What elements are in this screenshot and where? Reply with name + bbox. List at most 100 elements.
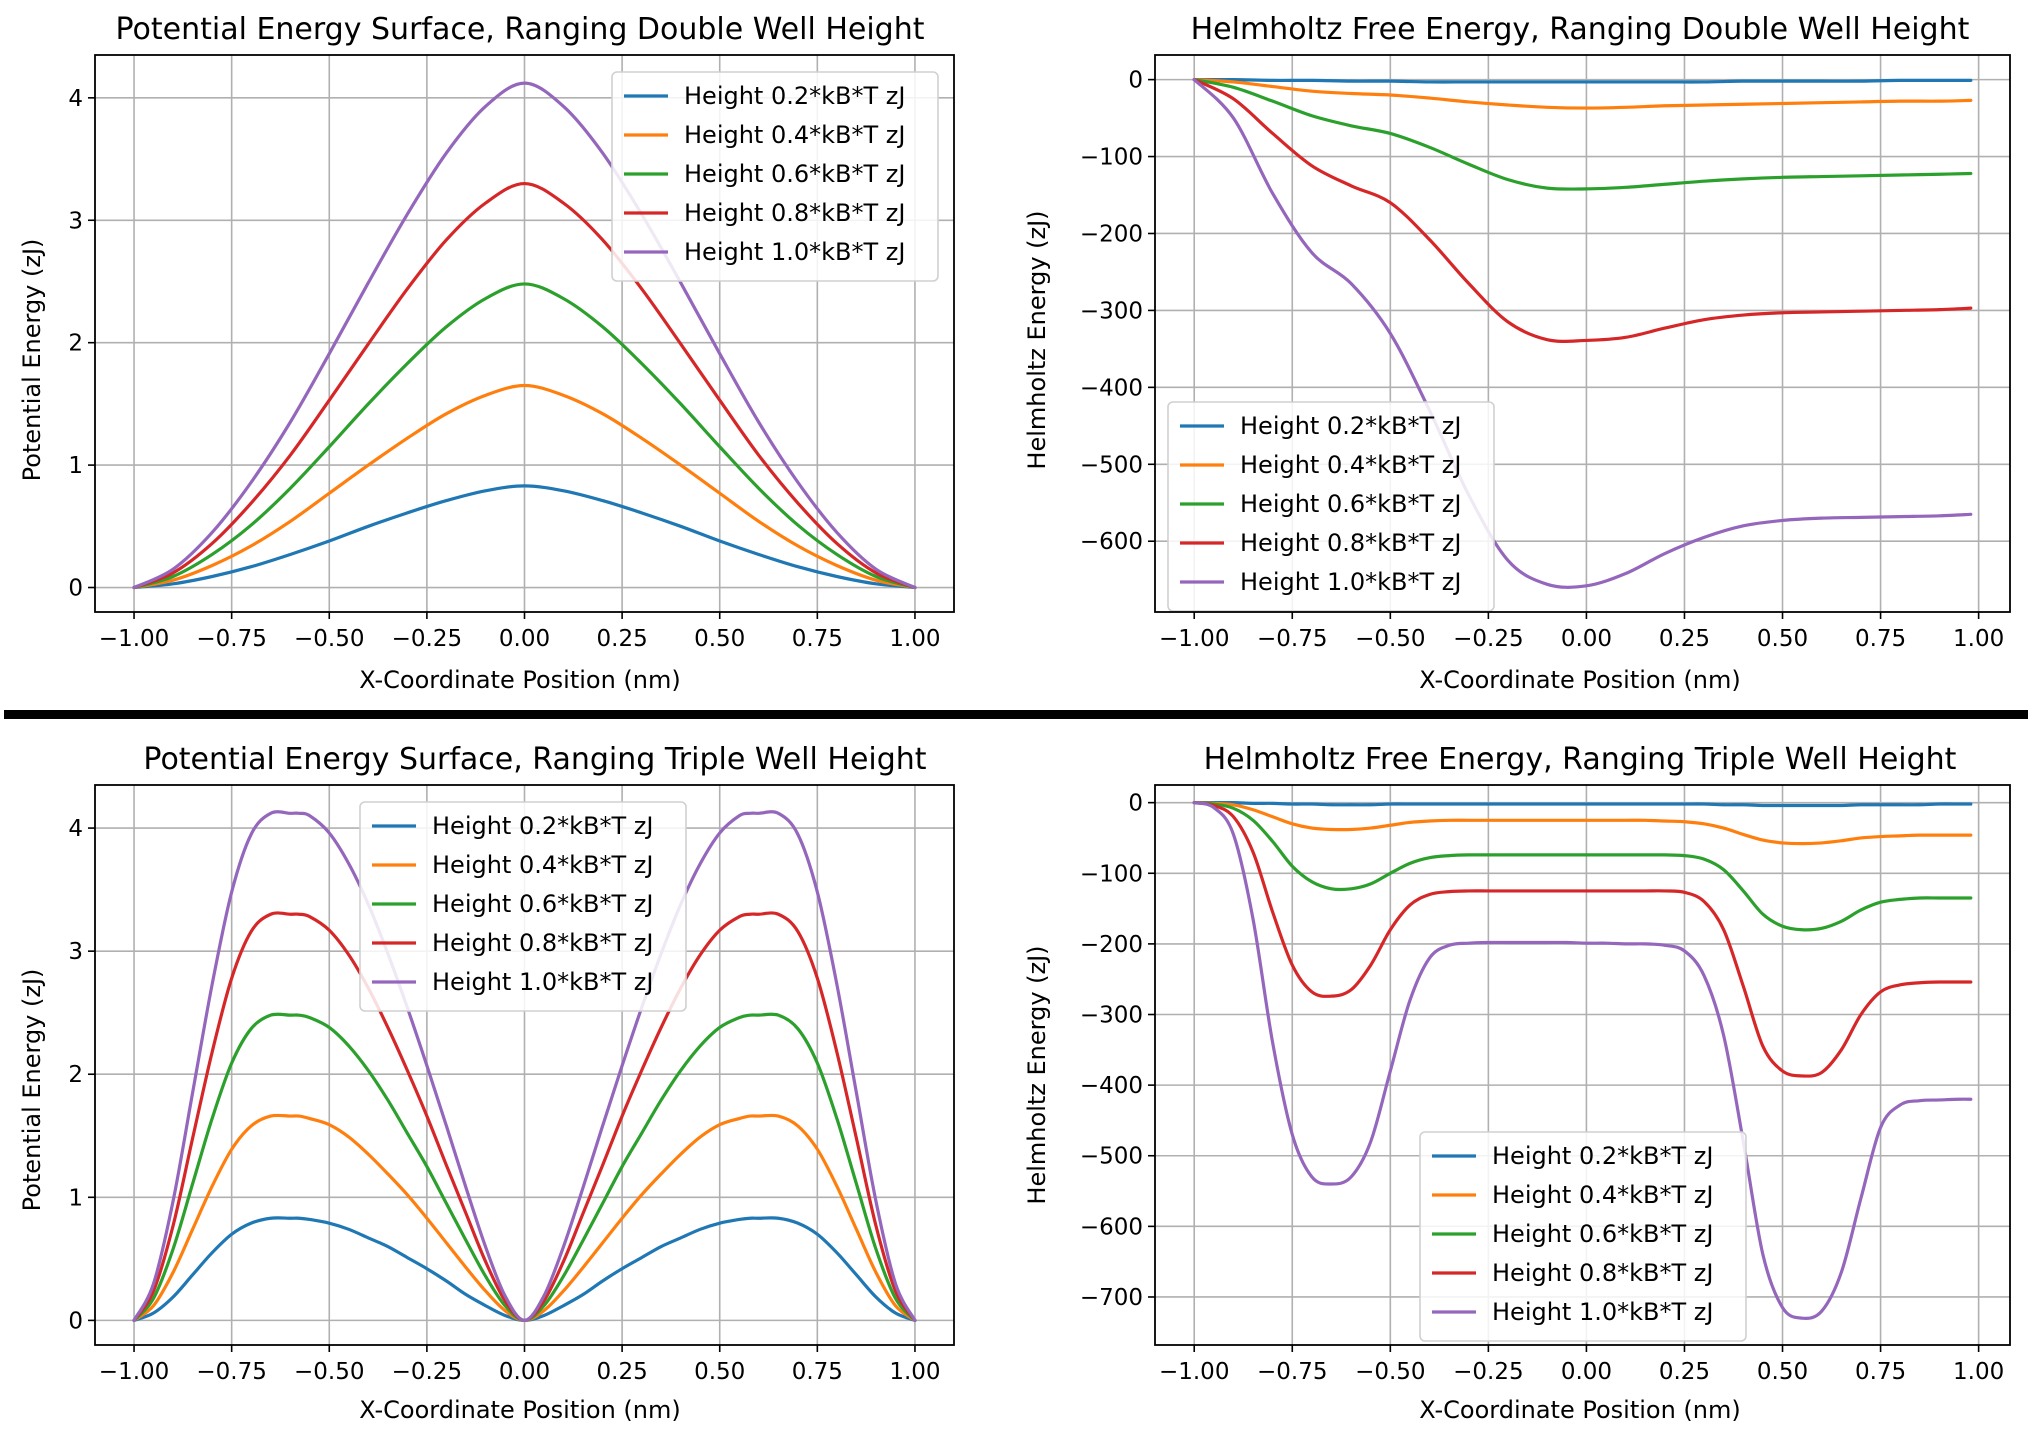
axes-frame (1154, 54, 2011, 613)
legend-label: Height 0.6*kB*T zJ (1492, 1220, 1713, 1248)
x-tick-label: −0.25 (392, 1359, 462, 1385)
y-tick-label: −300 (1080, 1003, 1143, 1029)
series-line-2 (1192, 801, 1973, 846)
chart-pes-triple: Potential Energy Surface, Ranging Triple… (18, 742, 955, 1424)
x-axis-label: X-Coordinate Position (nm) (1419, 666, 1741, 694)
series-line-2 (1192, 78, 1973, 110)
series-line-2 (132, 383, 917, 590)
series-line-1 (1192, 801, 1973, 808)
series-line-3 (1192, 801, 1973, 932)
legend-label: Height 0.4*kB*T zJ (684, 121, 905, 149)
x-tick-label: 1.00 (1953, 1359, 2004, 1385)
x-tick-label: −1.00 (99, 626, 169, 652)
x-tick-label: 0.25 (597, 1359, 648, 1385)
series-line-4 (1192, 78, 1973, 343)
x-tick-label: 0.75 (792, 1359, 843, 1385)
x-tick-label: 0.50 (694, 1359, 745, 1385)
legend-label: Height 0.8*kB*T zJ (684, 199, 905, 227)
legend: Height 0.2*kB*T zJ Height 0.4*kB*T zJ Heig… (359, 801, 687, 1012)
chart-helm-triple: Helmholtz Free Energy, Ranging Triple We… (1023, 742, 2011, 1424)
chart-title: Potential Energy Surface, Ranging Triple… (143, 742, 926, 777)
y-axis-label: Potential Energy (zJ) (18, 969, 46, 1212)
legend-label: Height 0.8*kB*T zJ (432, 929, 653, 957)
legend-label: Height 1.0*kB*T zJ (432, 968, 653, 996)
y-tick-label: 3 (68, 208, 83, 234)
x-tick-label: 0.00 (499, 1359, 550, 1385)
series-line-1 (132, 484, 917, 590)
legend-label: Height 0.2*kB*T zJ (432, 812, 653, 840)
legend-label: Height 1.0*kB*T zJ (1492, 1298, 1713, 1326)
legend-label: Height 0.8*kB*T zJ (1240, 529, 1461, 557)
legend: Height 0.2*kB*T zJ Height 0.4*kB*T zJ Heig… (611, 71, 939, 282)
x-axis-label: X-Coordinate Position (nm) (359, 666, 681, 694)
y-tick-label: −400 (1080, 1073, 1143, 1099)
legend-label: Height 0.2*kB*T zJ (684, 82, 905, 110)
y-axis-label: Helmholtz Energy (zJ) (1023, 210, 1051, 469)
y-tick-label: 4 (68, 816, 83, 842)
legend-label: Height 0.8*kB*T zJ (1492, 1259, 1713, 1287)
x-tick-label: −1.00 (1159, 626, 1229, 652)
y-tick-label: 3 (68, 939, 83, 965)
legend: Height 0.2*kB*T zJ Height 0.4*kB*T zJ Heig… (1167, 401, 1495, 612)
legend-label: Height 0.2*kB*T zJ (1240, 412, 1461, 440)
chart-plot-area: −1.00 −0.75 −0.50 −0.25 0.00 0.25 0.50 0.75 1.00… (1080, 54, 2011, 652)
y-tick-label: −600 (1080, 529, 1143, 555)
x-tick-label: 0.75 (1855, 1359, 1906, 1385)
y-tick-label: 4 (68, 86, 83, 112)
y-tick-label: −500 (1080, 1144, 1143, 1170)
x-tick-label: 0.00 (1561, 626, 1612, 652)
series-line-4 (1192, 801, 1973, 1078)
x-tick-label: −0.25 (1453, 626, 1523, 652)
y-axis-label: Potential Energy (zJ) (18, 239, 46, 482)
y-tick-label: 0 (68, 1308, 83, 1334)
legend-label: Height 0.2*kB*T zJ (1492, 1142, 1713, 1170)
x-tick-label: 0.75 (1855, 626, 1906, 652)
x-tick-label: −0.75 (196, 626, 266, 652)
chart-pes-double: Potential Energy Surface, Ranging Double… (18, 12, 955, 694)
chart-title: Helmholtz Free Energy, Ranging Triple We… (1204, 742, 1957, 777)
y-tick-label: −300 (1080, 298, 1143, 324)
x-tick-label: −0.50 (294, 1359, 364, 1385)
y-tick-label: −200 (1080, 932, 1143, 958)
y-tick-label: 2 (68, 1062, 83, 1088)
x-tick-label: −0.25 (1453, 1359, 1523, 1385)
series-line-4 (132, 181, 917, 590)
y-tick-label: 2 (68, 331, 83, 357)
legend-label: Height 0.4*kB*T zJ (1240, 451, 1461, 479)
series-line-5 (1192, 801, 1973, 1320)
legend-label: Height 0.4*kB*T zJ (432, 851, 653, 879)
axes-frame (94, 54, 955, 613)
y-tick-label: −600 (1080, 1214, 1143, 1240)
x-tick-label: −0.50 (1355, 1359, 1425, 1385)
x-tick-label: 0.25 (1659, 626, 1710, 652)
y-tick-label: −700 (1080, 1285, 1143, 1311)
series-line-3 (132, 282, 917, 590)
x-tick-label: 1.00 (1953, 626, 2004, 652)
legend-box (359, 801, 687, 1012)
x-tick-label: 0.50 (694, 626, 745, 652)
chart-title: Potential Energy Surface, Ranging Double… (115, 12, 924, 47)
x-tick-label: −0.75 (1257, 626, 1327, 652)
legend-box (611, 71, 939, 282)
y-tick-label: −500 (1080, 452, 1143, 478)
x-tick-label: 0.00 (1561, 1359, 1612, 1385)
legend-box (1419, 1131, 1747, 1342)
x-axis-label: X-Coordinate Position (nm) (359, 1396, 681, 1424)
chart-title: Helmholtz Free Energy, Ranging Double We… (1191, 12, 1970, 47)
x-tick-label: 0.25 (597, 626, 648, 652)
series-line-5 (132, 810, 917, 1322)
y-tick-label: 0 (1128, 68, 1143, 94)
x-tick-label: 0.50 (1757, 626, 1808, 652)
x-tick-label: −1.00 (99, 1359, 169, 1385)
y-tick-label: −200 (1080, 221, 1143, 247)
series-line-5 (132, 81, 917, 590)
chart-plot-area: −1.00 −0.75 −0.50 −0.25 0.00 0.25 0.50 0.75 1.00… (68, 784, 955, 1385)
legend-box (1167, 401, 1495, 612)
legend: Height 0.2*kB*T zJ Height 0.4*kB*T zJ Heig… (1419, 1131, 1747, 1342)
x-tick-label: 0.75 (792, 626, 843, 652)
x-tick-label: −0.25 (392, 626, 462, 652)
panel-separator (4, 710, 2028, 719)
y-tick-label: −400 (1080, 375, 1143, 401)
y-tick-label: 1 (68, 453, 83, 479)
axes-frame (1154, 784, 2011, 1346)
